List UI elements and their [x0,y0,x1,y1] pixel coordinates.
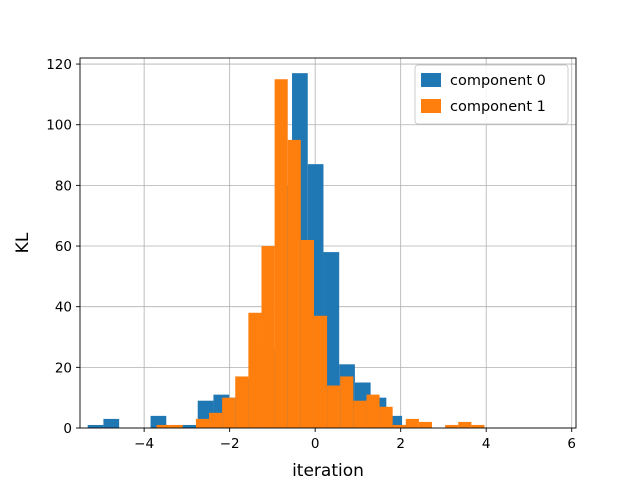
histogram-bar [340,376,354,428]
histogram-bar [366,394,380,428]
histogram-bar [261,246,275,428]
legend-swatch [421,99,441,113]
legend-box [414,64,569,125]
plot-frame [79,57,577,429]
histogram-bar [195,418,210,428]
histogram-bar [235,376,249,428]
histogram-bar [418,421,433,428]
axes-frame [79,57,577,429]
y-tick-label: 20 [55,360,72,376]
legend-label: component 0 [450,73,546,89]
histogram-bar [248,312,262,428]
histogram-bar [300,239,314,428]
y-tick-label: 60 [55,239,72,255]
x-axis-label: iteration [292,461,364,480]
histogram-bar [353,400,367,428]
y-tick-label: 0 [63,421,72,437]
y-tick-label: 40 [55,300,72,316]
histogram-bar [327,385,341,428]
histogram-bar [182,424,198,428]
histogram-bar [313,315,328,428]
histogram-bar [87,424,104,428]
y-tick-label: 80 [55,178,72,194]
histogram-bar [471,424,485,428]
histogram-bar [379,406,393,428]
legend: component 0 component 1 [414,64,569,125]
histogram-bar [209,412,223,428]
y-axis-label: KL [13,232,33,253]
y-tick-label: 100 [46,118,72,134]
histogram-bar [287,139,301,428]
histogram-bar [103,418,120,428]
x-tick-label: −2 [220,436,240,452]
histogram-bar [222,397,236,428]
series-component-1-bars [156,79,485,429]
histogram-bar [156,424,170,428]
histogram-bar [392,424,406,428]
x-tick-label: 2 [396,436,405,452]
x-tick-label: 4 [482,436,491,452]
histogram-bar [445,424,459,428]
x-tick-label: 6 [567,436,576,452]
histogram-bar [323,252,340,428]
histogram-bar [169,424,183,428]
legend-label: component 1 [450,99,546,115]
x-tick-label: 0 [311,436,320,452]
histogram-bar [274,79,288,429]
y-tick-label: 120 [46,57,72,73]
legend-swatch [421,73,441,87]
histogram-bar [405,418,419,428]
x-tick-label: −4 [134,436,154,452]
histogram-bar [458,421,472,428]
